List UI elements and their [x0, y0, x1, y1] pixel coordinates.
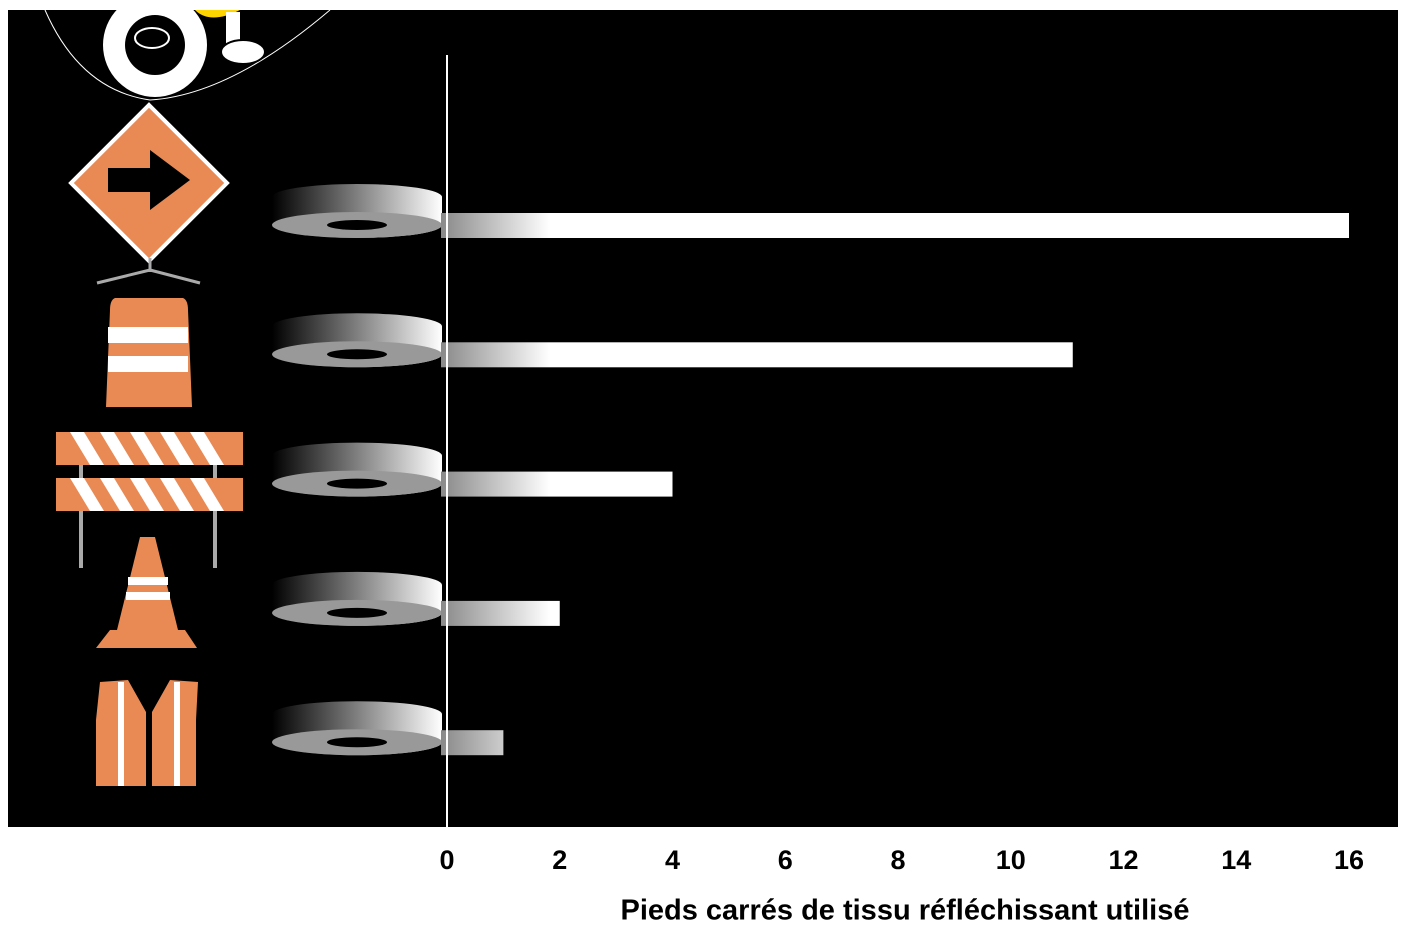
x-tick-label: 8 — [890, 845, 905, 875]
tape-roll-hole — [327, 478, 387, 489]
x-axis-title: Pieds carrés de tissu réfléchissant util… — [621, 895, 1190, 927]
bar — [441, 600, 560, 626]
bar — [441, 342, 1073, 368]
x-tick-label: 0 — [439, 845, 454, 875]
mascot — [44, 0, 331, 101]
vest-icon — [96, 680, 198, 786]
tape-roll-hole — [327, 220, 387, 230]
x-tick-label: 12 — [1108, 845, 1138, 875]
x-tick-label: 16 — [1334, 845, 1364, 875]
bar — [441, 471, 673, 497]
bar — [441, 730, 504, 756]
x-tick-label: 10 — [996, 845, 1026, 875]
barricade-icon — [56, 432, 243, 568]
bar — [441, 213, 1349, 238]
tape-roll-hole — [327, 607, 387, 618]
tape-roll-hole — [327, 737, 387, 748]
sign-icon — [68, 102, 230, 285]
x-tick-label: 2 — [552, 845, 567, 875]
cone-icon — [96, 537, 197, 648]
barrel-icon — [106, 298, 192, 407]
tape-roll-hole — [327, 349, 387, 360]
x-tick-label: 4 — [665, 845, 680, 875]
plot-background — [8, 10, 1398, 827]
x-tick-label: 6 — [778, 845, 793, 875]
x-tick-label: 14 — [1221, 845, 1251, 875]
